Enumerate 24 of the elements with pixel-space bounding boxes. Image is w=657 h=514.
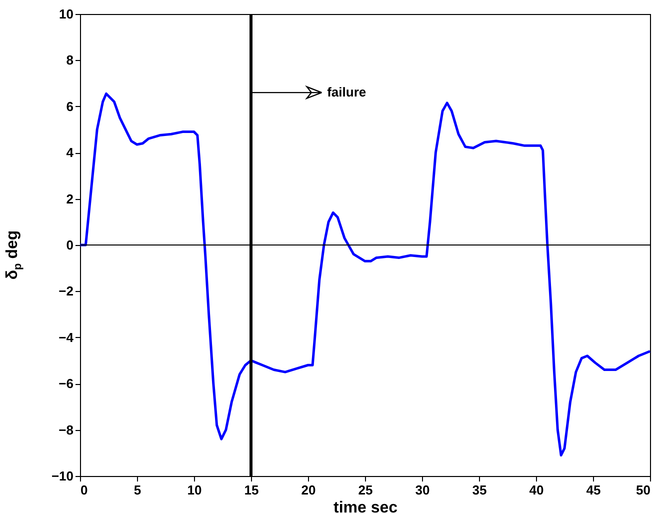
- y-tick-label: −4: [58, 330, 74, 345]
- y-tick-label: 2: [66, 191, 74, 206]
- x-tick-label: 10: [187, 482, 202, 498]
- y-tick-label: −6: [58, 376, 74, 392]
- y-tick-label: 8: [66, 52, 74, 68]
- y-tick-label: −10: [51, 468, 74, 484]
- x-tick-label: 30: [415, 482, 430, 498]
- x-tick-label: 25: [358, 482, 373, 498]
- y-tick-label: 10: [59, 6, 74, 22]
- x-tick-label: 45: [586, 482, 601, 498]
- x-tick-label: 35: [472, 482, 487, 498]
- y-tick-label: −2: [58, 284, 74, 299]
- x-tick-label: 40: [529, 482, 544, 498]
- y-tick-label: −8: [58, 422, 74, 438]
- x-tick-label: 15: [244, 482, 259, 498]
- y-tick-label: 0: [66, 238, 74, 252]
- x-axis-title: time sec: [333, 500, 398, 514]
- annotation: failure: [327, 84, 366, 100]
- x-tick-label: 0: [80, 482, 88, 498]
- x-tick-label: 50: [636, 482, 650, 498]
- x-tick-label: 5: [134, 482, 142, 498]
- y-tick-label: 6: [66, 98, 74, 114]
- x-tick-label: 20: [301, 482, 316, 498]
- y-tick-label: 4: [66, 145, 74, 160]
